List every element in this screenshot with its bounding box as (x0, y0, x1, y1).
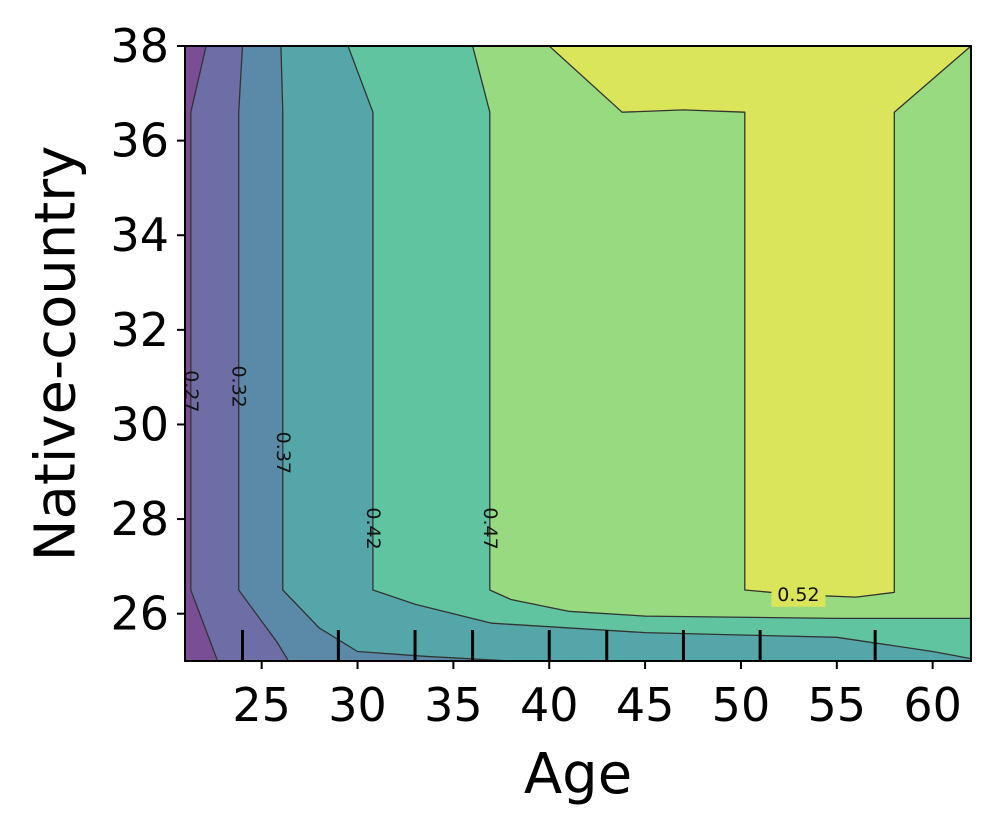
contour-label-0.42: 0.42 (362, 507, 384, 549)
y-tick-label: 34 (110, 208, 169, 262)
plot-frame (184, 45, 972, 662)
y-tick-label: 26 (110, 587, 169, 641)
contour-line-0.37 (280, 46, 511, 661)
y-tick-label: 36 (110, 114, 169, 168)
contour-label-0.37: 0.37 (272, 432, 294, 474)
x-tick-label: 25 (232, 678, 291, 732)
x-tick-label: 60 (903, 678, 962, 732)
x-tick-label: 50 (712, 678, 771, 732)
y-tick-label: 30 (110, 397, 169, 451)
rug-layer (241, 630, 877, 661)
x-axis-label: Age (524, 742, 632, 807)
contour-line-0.27 (190, 46, 219, 661)
y-axis-label: Native-country (24, 146, 89, 562)
y-tick-label: 32 (110, 303, 169, 357)
contour-fill-layer (185, 46, 971, 661)
contour-region-0.52 (549, 46, 971, 598)
x-tick-label: 45 (616, 678, 675, 732)
x-tick-label: 40 (520, 678, 579, 732)
x-axis-ticks: 25 30 35 40 45 50 55 60 (232, 661, 962, 732)
x-tick-label: 30 (328, 678, 387, 732)
y-axis-ticks: 26 28 30 32 34 36 38 (110, 19, 185, 641)
x-tick-label: 35 (424, 678, 483, 732)
contour-label-0.52: 0.52 (777, 584, 819, 606)
contour-label-0.47: 0.47 (479, 507, 501, 549)
contour-line-0.42 (347, 46, 971, 660)
x-tick-label: 55 (808, 678, 867, 732)
contour-label-0.32: 0.32 (228, 365, 250, 407)
contour-line-0.32 (238, 46, 290, 661)
contour-label-bg (771, 582, 826, 607)
contour-label-0.27: 0.27 (180, 370, 202, 412)
contour-line-0.47 (471, 46, 971, 620)
y-tick-label: 38 (110, 19, 169, 73)
contour-region-0.47 (472, 46, 971, 619)
y-tick-label: 28 (110, 492, 169, 546)
